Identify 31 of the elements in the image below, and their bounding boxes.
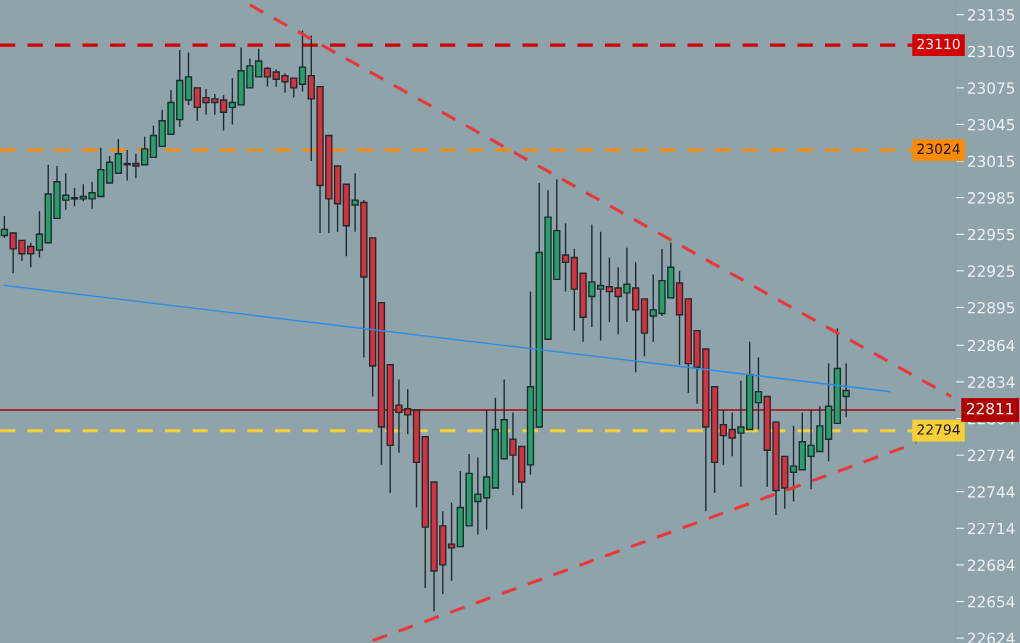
y-tick-label: 22895: [967, 301, 1015, 314]
y-tick-label: 22864: [967, 339, 1015, 352]
candlestick: [754, 356, 763, 431]
y-tick-label: 23015: [967, 155, 1015, 168]
y-tick-label: 23135: [967, 9, 1015, 21]
y-tick-label: 22925: [967, 265, 1015, 277]
candlestick: [298, 29, 307, 93]
ref-line-label: 22811: [966, 402, 1014, 415]
candlestick: [149, 124, 158, 159]
ref-line-label: 23110: [917, 38, 960, 50]
y-tick-label: 22714: [967, 522, 1015, 535]
candlestick: [35, 210, 44, 259]
y-tick-label: 22774: [967, 449, 1015, 461]
y-tick-label: 22744: [967, 486, 1015, 498]
y-tick-label: 23105: [967, 45, 1015, 58]
ref-line-label: 23024: [917, 143, 960, 155]
candlestick: [70, 187, 79, 207]
y-tick-label: 23045: [967, 118, 1015, 131]
candlestick: [447, 501, 456, 582]
candlestick: [789, 425, 798, 503]
y-tick-label: 23075: [967, 82, 1015, 94]
candlestick: [184, 51, 193, 106]
y-tick-label: 22834: [967, 376, 1015, 388]
y-tick-label: 22684: [967, 559, 1015, 571]
y-tick-label: 22955: [967, 228, 1015, 241]
ref-line-label: 22794: [917, 424, 960, 435]
candlestick: [561, 222, 570, 293]
candlestick: [263, 66, 272, 88]
candlestick: [219, 94, 228, 132]
y-tick-label: 22985: [967, 192, 1015, 204]
y-tick-label: 22654: [967, 595, 1015, 608]
